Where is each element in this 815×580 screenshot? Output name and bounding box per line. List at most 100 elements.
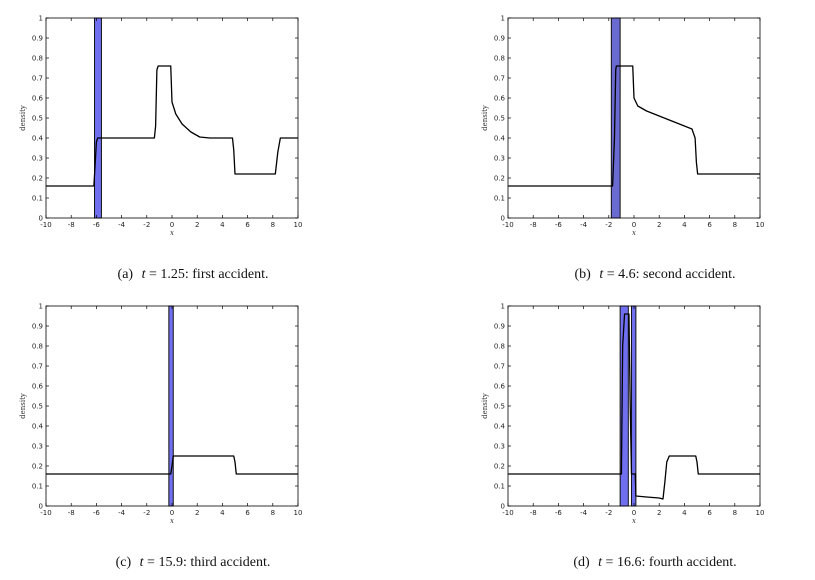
x-axis-label-c: x (170, 517, 174, 525)
x-tick-label-b-7: 4 (682, 221, 687, 229)
y-tick-label-b-2: 0.2 (494, 175, 505, 183)
x-tick-label-b-10: 10 (756, 221, 765, 229)
x-tick-label-a-5: 0 (170, 221, 174, 229)
accident-band-b-0 (610, 17, 621, 219)
caption-a-label: (a) (117, 267, 134, 282)
y-axis-label-b: density (481, 105, 489, 131)
y-tick-label-c-3: 0.3 (32, 443, 43, 451)
accident-band-a-0 (94, 17, 102, 219)
x-tick-label-b-6: 2 (657, 221, 661, 229)
y-tick-label-c-7: 0.7 (32, 363, 43, 371)
caption-a-var: t (141, 267, 146, 282)
caption-a-text: first accident. (192, 267, 269, 282)
x-tick-label-b-1: -8 (530, 221, 537, 229)
x-tick-label-a-1: -8 (68, 221, 75, 229)
caption-c-text: third accident. (190, 555, 271, 570)
y-tick-label-a-2: 0.2 (32, 175, 43, 183)
density-line-d-0 (508, 313, 760, 500)
y-tick-label-a-8: 0.8 (32, 55, 43, 63)
y-tick-label-a-4: 0.4 (32, 135, 44, 143)
caption-a-eq: = (148, 267, 157, 282)
accident-band-c-0 (168, 305, 174, 507)
caption-b-label: (b) (574, 267, 591, 282)
plot-c: -10 -8 -6 -4 -2 0 2 4 6 8 10 0 0.1 0.2 0.3 0.4 0.5 0.6 0.7… (19, 303, 303, 526)
caption-c-label: (c) (115, 555, 132, 570)
caption-b-eq: = (606, 267, 615, 282)
y-tick-label-b-3: 0.3 (494, 155, 505, 163)
x-tick-label-d-10: 10 (756, 509, 765, 517)
y-tick-label-c-0: 0 (39, 503, 43, 511)
x-tick-label-a-2: -6 (93, 221, 101, 229)
x-tick-label-c-3: -4 (118, 509, 126, 517)
caption-d-eq: = (605, 555, 614, 570)
caption-d-value: 16.6: (616, 555, 646, 570)
x-tick-label-a-3: -4 (118, 221, 126, 229)
caption-d-var: t (598, 555, 603, 570)
y-tick-label-a-3: 0.3 (32, 155, 43, 163)
y-tick-label-b-0: 0 (501, 215, 505, 223)
y-tick-label-b-5: 0.5 (494, 115, 505, 123)
plot-d: -10 -8 -6 -4 -2 0 2 4 6 8 10 0 0.1 0.2 0.3 0.4 0.5 0.6 0.7… (481, 303, 765, 526)
y-tick-label-d-2: 0.2 (494, 463, 505, 471)
y-tick-label-c-5: 0.5 (32, 403, 43, 411)
caption-b: (b) t = 4.6: second accident. (470, 267, 815, 283)
density-line-a-0 (46, 65, 298, 187)
y-tick-label-a-5: 0.5 (32, 115, 43, 123)
x-tick-label-d-3: -4 (580, 509, 588, 517)
y-tick-label-b-1: 0.1 (494, 195, 505, 203)
caption-b-var: t (599, 267, 604, 282)
y-tick-label-d-1: 0.1 (494, 483, 505, 491)
y-tick-label-c-10: 1 (39, 303, 43, 311)
plot-a: -10 -8 -6 -4 -2 0 2 4 6 8 10 0 0.1 0.2 0.3 0.4 0.5 0.6 0.7… (19, 15, 303, 238)
x-tick-label-b-5: 0 (632, 221, 636, 229)
x-tick-label-d-6: 2 (657, 509, 661, 517)
x-tick-label-b-0: -10 (502, 221, 513, 229)
y-tick-label-a-1: 0.1 (32, 195, 43, 203)
x-tick-label-c-10: 10 (294, 509, 303, 517)
x-tick-label-a-8: 6 (245, 221, 250, 229)
axes-frame-b (507, 17, 761, 219)
caption-c-value: 15.9: (158, 555, 187, 570)
subplot-a: -10 -8 -6 -4 -2 0 2 4 6 8 10 0 0.1 0.2 0.3 0.4 0.5 0.6 0.7… (8, 10, 388, 290)
x-tick-label-c-4: -2 (143, 509, 150, 517)
x-tick-label-c-6: 2 (195, 509, 199, 517)
y-axis-label-c: density (19, 393, 27, 419)
y-tick-label-c-2: 0.2 (32, 463, 43, 471)
x-tick-label-c-1: -8 (68, 509, 75, 517)
x-tick-label-d-0: -10 (502, 509, 513, 517)
y-tick-label-c-6: 0.6 (32, 383, 44, 391)
y-tick-label-b-6: 0.6 (494, 95, 506, 103)
caption-d-label: (d) (573, 555, 590, 570)
x-tick-label-d-1: -8 (530, 509, 537, 517)
y-tick-label-d-6: 0.6 (494, 383, 506, 391)
caption-d: (d) t = 16.6: fourth accident. (470, 555, 815, 571)
x-tick-label-a-4: -2 (143, 221, 150, 229)
y-axis-label-d: density (481, 393, 489, 419)
y-tick-label-d-10: 1 (501, 303, 505, 311)
y-tick-label-a-7: 0.7 (32, 75, 43, 83)
y-tick-label-d-5: 0.5 (494, 403, 505, 411)
y-axis-label-a: density (19, 105, 27, 131)
y-tick-label-b-9: 0.9 (494, 35, 505, 43)
y-tick-label-b-10: 1 (501, 15, 505, 23)
caption-c-eq: = (147, 555, 155, 570)
x-tick-label-a-10: 10 (294, 221, 303, 229)
subplot-d: -10 -8 -6 -4 -2 0 2 4 6 8 10 0 0.1 0.2 0.3 0.4 0.5 0.6 0.7… (470, 298, 815, 578)
y-tick-label-c-1: 0.1 (32, 483, 43, 491)
x-tick-label-b-2: -6 (555, 221, 563, 229)
y-tick-label-c-8: 0.8 (32, 343, 43, 351)
caption-b-value: 4.6: (618, 267, 640, 282)
x-tick-label-d-5: 0 (632, 509, 636, 517)
x-tick-label-d-7: 4 (682, 509, 687, 517)
x-tick-label-a-9: 8 (271, 221, 275, 229)
x-tick-label-a-6: 2 (195, 221, 199, 229)
y-tick-label-d-3: 0.3 (494, 443, 505, 451)
y-tick-label-c-9: 0.9 (32, 323, 43, 331)
x-tick-label-d-8: 6 (707, 509, 712, 517)
x-tick-label-b-4: -2 (605, 221, 612, 229)
plot-b: -10 -8 -6 -4 -2 0 2 4 6 8 10 0 0.1 0.2 0.3 0.4 0.5 0.6 0.7… (481, 15, 765, 238)
x-axis-label-d: x (632, 517, 636, 525)
x-tick-label-d-4: -2 (605, 509, 612, 517)
x-tick-label-c-8: 6 (245, 509, 250, 517)
x-tick-label-a-0: -10 (40, 221, 51, 229)
